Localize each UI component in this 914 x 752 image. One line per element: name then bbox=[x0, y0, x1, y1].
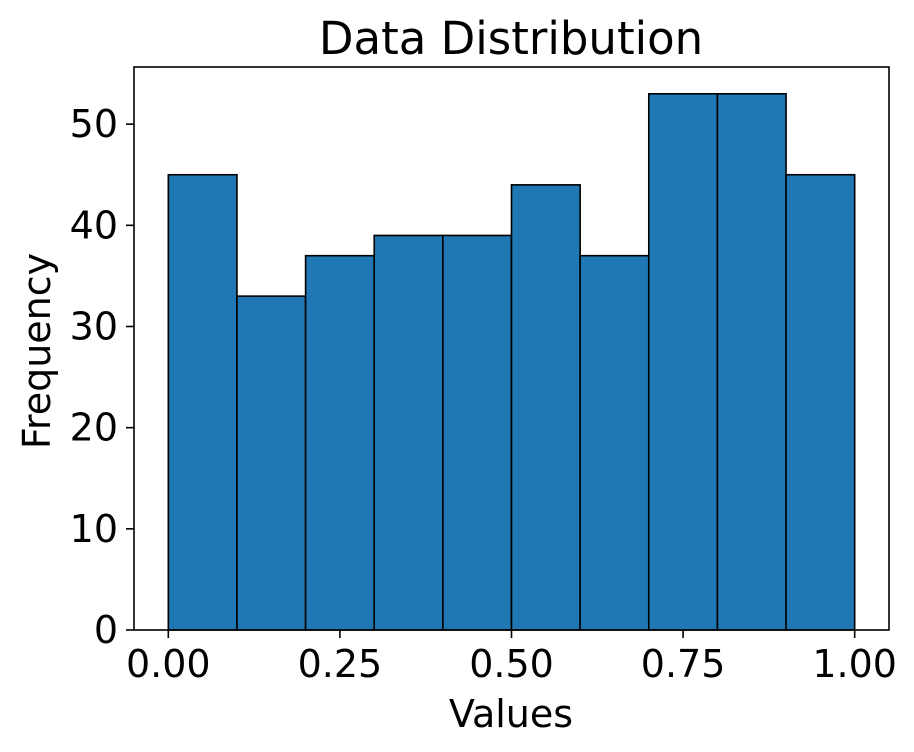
y-tick-label: 10 bbox=[70, 507, 118, 551]
histogram-bar-6 bbox=[579, 254, 650, 631]
y-axis-label: Frequency bbox=[15, 253, 59, 449]
x-tick-label: 0.50 bbox=[469, 642, 554, 686]
histogram-bar-3 bbox=[373, 234, 444, 631]
x-tick-label: 1.00 bbox=[812, 642, 897, 686]
y-tick-label: 40 bbox=[70, 203, 118, 247]
y-axis: 0 10 20 30 40 50 bbox=[70, 102, 134, 652]
histogram-bar-8 bbox=[716, 93, 787, 631]
y-tick-label: 20 bbox=[70, 406, 118, 450]
x-tick-label: 0.00 bbox=[126, 642, 211, 686]
histogram-bar-2 bbox=[304, 254, 376, 631]
x-tick-label: 0.75 bbox=[641, 642, 726, 686]
y-tick-label: 30 bbox=[70, 304, 118, 348]
histogram-bar-7 bbox=[647, 93, 719, 631]
histogram-bar-9 bbox=[785, 173, 856, 631]
chart-title: Data Distribution bbox=[319, 12, 703, 65]
histogram-bar-1 bbox=[236, 295, 307, 631]
histogram-bar-0 bbox=[167, 173, 238, 631]
y-tick-label: 50 bbox=[70, 102, 118, 146]
histogram-bar-4 bbox=[442, 234, 513, 631]
x-axis-label: Values bbox=[449, 692, 573, 736]
y-tick-label: 0 bbox=[94, 608, 118, 652]
x-axis: 0.00 0.25 0.50 0.75 1.00 bbox=[126, 630, 897, 686]
bars-group bbox=[167, 93, 856, 631]
x-tick-label: 0.25 bbox=[298, 642, 383, 686]
histogram-bar-5 bbox=[510, 184, 581, 631]
